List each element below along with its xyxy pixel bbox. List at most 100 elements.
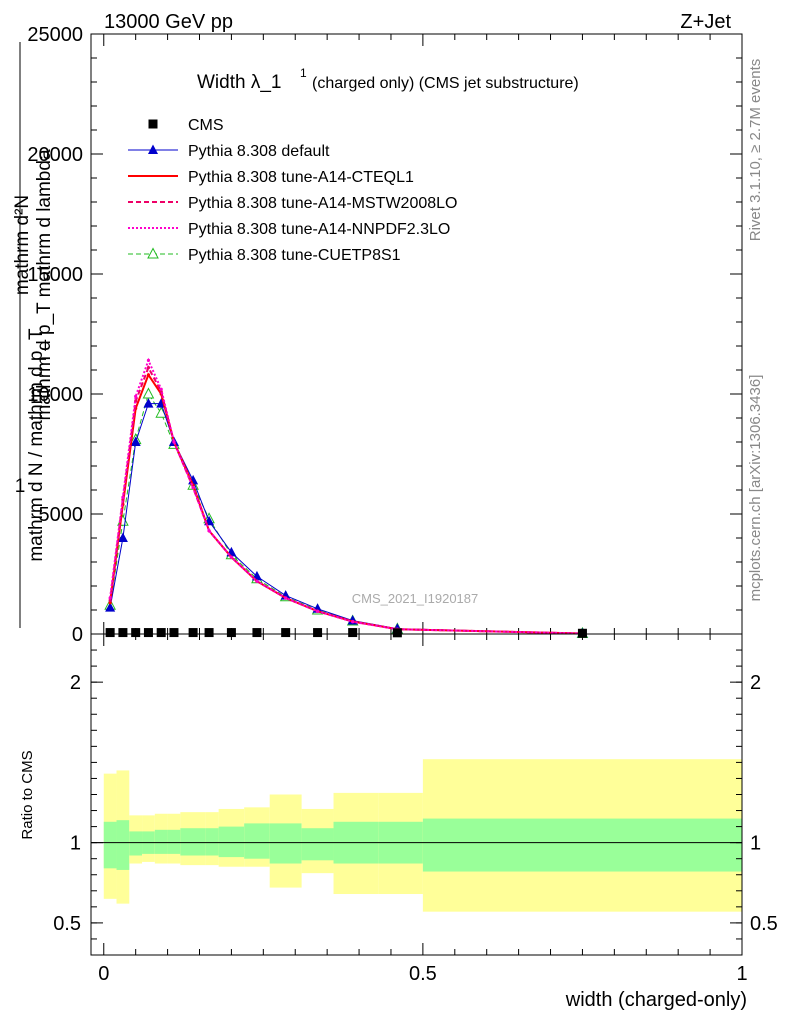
ratio-inner-band (103, 821, 117, 869)
data-point-cms (131, 628, 141, 638)
legend-label: Pythia 8.308 tune-A14-MSTW2008LO (188, 195, 457, 212)
data-point-pythia-default (105, 602, 116, 612)
ratio-ytick-label: 1 (70, 833, 81, 855)
data-point-cms (392, 628, 402, 638)
data-point-pythia-a14-cteql1 (146, 373, 151, 377)
series-line-pythia-a14-mstw2008lo (109, 365, 583, 635)
data-point-pythia-cuetp8s1 (142, 387, 155, 399)
ratio-inner-band (301, 828, 334, 861)
data-point-pythia-a14-nnpdf23lo (255, 579, 259, 583)
ratio-ylabel: Ratio to CMS (19, 750, 36, 839)
main-ytick-label: 5000 (39, 504, 84, 526)
data-point-pythia-a14-nnpdf23lo (207, 529, 211, 533)
data-point-cms (252, 628, 262, 638)
legend: CMS Pythia 8.308 default Pythia 8.308 tune… (128, 117, 457, 264)
data-point-pythia-default (143, 398, 154, 408)
data-point-pythia-a14-nnpdf23lo (315, 609, 320, 613)
data-point-pythia-a14-mstw2008lo (108, 598, 112, 603)
legend-marker (148, 119, 158, 129)
header-process: 13000 GeV pp (104, 11, 233, 33)
data-point-cms (169, 628, 179, 638)
ratio-ytick-label: 0.5 (53, 913, 81, 935)
ylabel-top: mathrm d²N (12, 195, 33, 295)
analysis-watermark: CMS_2021_I1920187 (352, 591, 479, 606)
ratio-inner-band (167, 829, 181, 854)
ratio-inner-band (116, 820, 130, 870)
ratio-ytick-label: 2 (70, 672, 81, 694)
legend-item-pythia-a14-cteql1: Pythia 8.308 tune-A14-CTEQL1 (128, 169, 414, 186)
ratio-panel: 0.5 0.5 1 1 2 2 0 0.5 1 (53, 633, 778, 985)
plot-title-main: Width λ_1 (197, 72, 281, 93)
series-pythia-a14-cteql1 (108, 372, 585, 636)
data-point-cms (118, 628, 128, 638)
legend-label: Pythia 8.308 tune-CUETP8S1 (188, 247, 401, 264)
data-point-cms (226, 628, 236, 638)
series-line-pythia-a14-cteql1 (109, 372, 583, 635)
ratio-inner-band (269, 823, 302, 864)
series-cms (105, 628, 587, 638)
ratio-inner-band (180, 828, 206, 856)
ratio-inner-band (154, 829, 168, 854)
data-point-pythia-default (130, 436, 141, 446)
series-pythia-a14-mstw2008lo (108, 365, 585, 636)
data-point-cms (105, 628, 115, 638)
data-point-cms (143, 628, 153, 638)
ratio-inner-band (422, 818, 742, 872)
data-point-cms (281, 628, 291, 638)
data-point-cms (204, 628, 214, 638)
ratio-inner-band (129, 831, 143, 856)
xtick-label: 0.5 (409, 963, 437, 985)
data-point-cms (156, 628, 166, 638)
series-pythia-a14-nnpdf23lo (108, 357, 585, 636)
ylabel-mid: mathrm d p_T mathrm d lambda (34, 149, 55, 420)
legend-item-pythia-a14-mstw2008lo: Pythia 8.308 tune-A14-MSTW2008LO (128, 195, 457, 212)
data-point-pythia-default (117, 532, 128, 542)
main-panel: 0 5000 10000 15000 20000 25000 (27, 24, 743, 646)
series-pythia-cuetp8s1 (104, 387, 589, 638)
plot-title: Width λ_1 1 (charged only) (CMS jet subs… (197, 66, 579, 93)
data-point-pythia-a14-cteql1 (108, 601, 112, 605)
data-point-pythia-a14-nnpdf23lo (134, 394, 138, 398)
y-axis-label: mathrm d²N mathrm d p_T mathrm d lambda … (12, 42, 55, 628)
data-point-pythia-a14-nnpdf23lo (108, 596, 112, 600)
data-point-pythia-a14-nnpdf23lo (172, 440, 176, 444)
data-point-pythia-a14-nnpdf23lo (284, 596, 288, 600)
legend-marker (147, 247, 159, 259)
legend-label: Pythia 8.308 tune-A14-NNPDF2.3LO (188, 221, 450, 238)
data-point-cms (348, 628, 358, 638)
series-line-pythia-cuetp8s1 (109, 392, 583, 634)
series-line-pythia-default (109, 403, 583, 634)
main-ytick-label: 15000 (27, 264, 83, 286)
ratio-inner-band (244, 823, 270, 859)
data-point-pythia-a14-nnpdf23lo (159, 387, 163, 391)
main-ytick-label: 20000 (27, 144, 83, 166)
data-point-pythia-a14-mstw2008lo (146, 366, 151, 370)
series-line-pythia-a14-nnpdf23lo (109, 357, 583, 635)
data-point-pythia-a14-nnpdf23lo (229, 555, 234, 559)
legend-item-cms: CMS (148, 117, 224, 134)
data-point-cms (313, 628, 323, 638)
legend-item-pythia-a14-nnpdf23lo: Pythia 8.308 tune-A14-NNPDF2.3LO (128, 221, 450, 238)
data-point-cms (577, 628, 587, 638)
mcplots-label: mcplots.cern.ch [arXiv:1306.3436] (747, 375, 764, 602)
data-point-pythia-a14-nnpdf23lo (351, 620, 355, 624)
series-pythia-default (105, 398, 588, 638)
legend-item-pythia-default: Pythia 8.308 default (128, 143, 330, 160)
legend-label: Pythia 8.308 default (188, 143, 330, 160)
plot-title-sup: 1 (300, 66, 307, 80)
data-point-pythia-a14-nnpdf23lo (191, 486, 195, 490)
main-ytick-label: 10000 (27, 384, 83, 406)
header-channel: Z+Jet (680, 11, 731, 33)
rivet-label: Rivet 3.1.10, ≥ 2.7M events (747, 59, 764, 242)
legend-item-pythia-cuetp8s1: Pythia 8.308 tune-CUETP8S1 (128, 247, 401, 264)
ratio-ytick-label-right: 1 (750, 833, 761, 855)
main-ytick-label: 0 (72, 624, 83, 646)
ratio-inner-band (205, 828, 219, 856)
x-axis-label: width (charged-only) (565, 989, 747, 1011)
plot-title-tail: (charged only) (CMS jet substructure) (312, 75, 579, 92)
legend-label: CMS (188, 117, 224, 134)
data-point-cms (188, 628, 198, 638)
data-point-pythia-a14-nnpdf23lo (146, 358, 151, 362)
xtick-label: 0 (98, 963, 109, 985)
